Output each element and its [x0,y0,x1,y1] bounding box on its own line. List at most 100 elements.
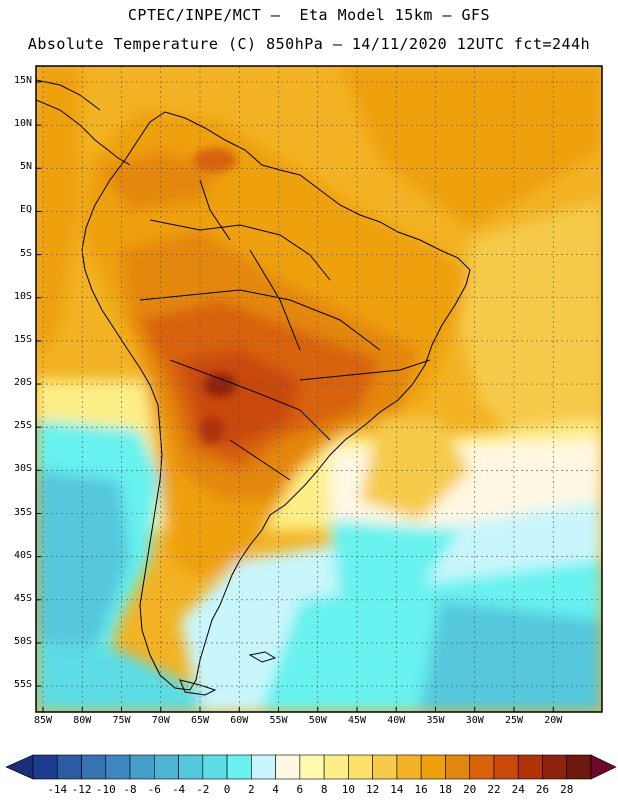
border-1 [149,219,331,281]
border-3 [169,359,331,441]
field-southeast-cool [360,420,470,520]
colorbar-swatch [178,754,204,780]
field-ocean-west [36,66,80,360]
colorbar-swatch [226,754,252,780]
colorbar-swatch [275,754,301,780]
colorbar-swatch [566,754,592,780]
colorbar-swatch [56,754,82,780]
lat-label: 15S [13,333,32,345]
colorbar-under-arrow [5,754,34,780]
colorbar-swatch [445,754,470,780]
colorbar-label: 8 [320,783,328,796]
lon-label: 80W [73,715,92,726]
lon-label: 55W [269,715,288,726]
axis-ticks [36,81,554,712]
colorbar-label: -14 [47,783,68,796]
caribbean-coast [36,79,101,111]
colorbar-swatch [323,754,349,780]
field-hotspot-north [193,148,237,172]
tierra-del-fuego [179,679,217,696]
field-colder-west [36,470,130,700]
colorbar-label: 18 [438,783,453,796]
colorbar-swatch [542,754,568,780]
colorbar-label: 6 [296,783,304,796]
lon-label: 75W [112,715,131,726]
colorbar-label: 0 [223,783,231,796]
lon-label: 20W [544,715,563,726]
colorbar-label: 20 [463,783,477,796]
lon-label: 85W [33,715,53,726]
colorbar-label: -2 [196,783,210,796]
lat-label: 5N [19,161,32,173]
lon-label: 30W [465,715,484,726]
colorbar-label: 2 [248,783,255,796]
field-cold-southwest [36,640,200,712]
lat-label: 35S [13,506,32,518]
lon-label: 45W [347,715,367,726]
colorbar-label: -10 [95,783,116,796]
border-4 [229,439,291,481]
colorbar-label: 12 [366,783,380,796]
colorbar-swatch [420,754,446,780]
colorbar-label: 28 [560,783,574,796]
border-5 [299,359,431,381]
lat-label: 5S [19,247,32,259]
coastlines [36,79,471,696]
colorbar-over-arrow [590,754,617,780]
border-7 [199,179,231,241]
colorbar-swatch [32,754,58,780]
central-america-coastline [36,99,131,166]
lon-label: 50W [308,715,327,726]
colorbar-swatch [299,754,325,780]
map-title-line1: CPTEC/INPE/MCT – Eta Model 15km – GFS [127,6,491,24]
lat-label: 15N [13,75,32,86]
border-6 [249,249,301,351]
lat-label: EQ [19,204,32,216]
lat-label: 55S [13,679,32,691]
lon-label: 40W [387,715,406,726]
colorbar-label: -6 [147,783,161,796]
map-frame [35,65,603,713]
south-america-coastline [81,111,471,691]
colorbar-label: -8 [123,783,137,796]
colorbar-swatch [348,754,373,780]
colorbar-swatch [154,754,179,780]
colorbar-swatch [396,754,422,780]
colorbar-label: 4 [272,783,279,796]
field-hotspot-1 [204,373,236,397]
colorbar-swatch [81,754,107,780]
lon-label: 25W [504,715,524,726]
colorbar-swatch [372,754,398,780]
colorbar-swatch [129,754,155,780]
lon-label: 60W [230,715,249,726]
colorbar-swatch [493,754,519,780]
colorbar-label: 22 [487,783,501,796]
lon-label: 35W [426,715,445,726]
grid-lines [36,66,602,712]
border-2 [139,289,381,351]
field-cold-patch-1 [330,520,460,600]
lat-label: 25S [13,420,32,432]
lat-label: 30S [13,463,32,475]
field-ocean-east [460,200,602,440]
colorbar-label: 16 [414,783,428,796]
colorbar-label: 26 [535,783,550,796]
field-ocean-north [340,66,602,230]
colorbar-label: 24 [511,783,525,796]
lat-label: 40S [13,549,32,561]
colorbar-swatch [517,754,543,780]
temperature-field [36,66,602,712]
colorbar-swatch [469,754,495,780]
lat-label: 50S [13,635,32,647]
field-hotspot-2 [200,416,224,444]
lon-label: 65W [190,715,210,726]
lat-label: 10S [13,290,32,302]
colorbar-label: 10 [341,783,356,796]
colorbar-label: -12 [71,783,92,796]
colorbar-label: -4 [171,783,186,796]
lat-label: 20S [13,377,32,389]
falklands [248,651,277,663]
colorbar-label: 14 [390,783,404,796]
colorbar-swatch [202,754,228,780]
